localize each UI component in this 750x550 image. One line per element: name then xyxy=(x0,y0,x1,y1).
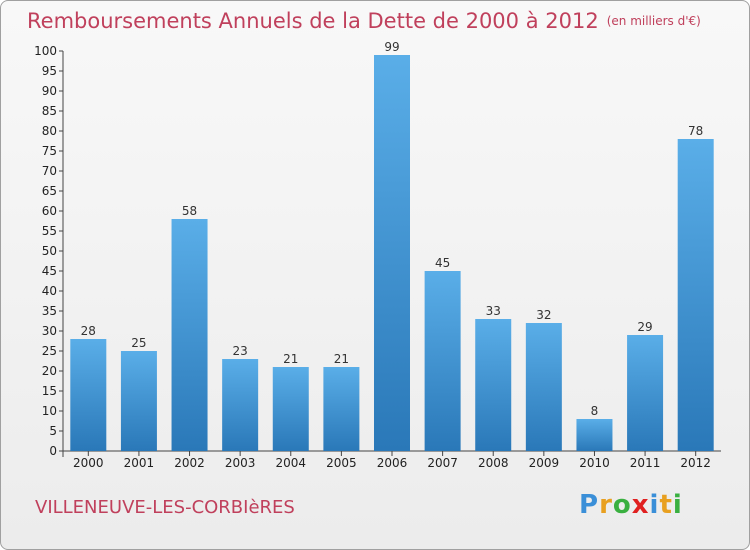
y-tick-label: 20 xyxy=(42,364,57,378)
chart-subtitle: (en milliers d'€) xyxy=(606,14,701,28)
y-tick-label: 45 xyxy=(42,264,57,278)
bar xyxy=(374,55,410,451)
data-label: 23 xyxy=(233,344,248,358)
y-tick-label: 25 xyxy=(42,344,57,358)
data-label: 32 xyxy=(536,308,551,322)
y-tick-label: 80 xyxy=(42,124,57,138)
y-tick-label: 75 xyxy=(42,144,57,158)
bar xyxy=(677,139,714,451)
bar xyxy=(171,219,208,451)
data-label: 28 xyxy=(81,324,96,338)
y-tick-label: 95 xyxy=(42,64,57,78)
y-tick-label: 50 xyxy=(42,244,57,258)
x-tick-label: 2010 xyxy=(579,456,610,470)
x-tick-label: 2001 xyxy=(124,456,155,470)
data-label: 99 xyxy=(384,40,399,54)
y-tick-label: 5 xyxy=(49,424,57,438)
x-tick-label: 2005 xyxy=(326,456,357,470)
bar xyxy=(525,323,562,451)
logo-letter: r xyxy=(599,490,613,520)
x-tick-label: 2003 xyxy=(225,456,256,470)
y-tick-label: 10 xyxy=(42,404,57,418)
chart-title-text: Remboursements Annuels de la Dette de 20… xyxy=(27,9,599,33)
data-label: 29 xyxy=(637,320,652,334)
proxiti-logo: Proxiti xyxy=(579,490,683,520)
data-label: 21 xyxy=(334,352,349,366)
data-label: 58 xyxy=(182,204,197,218)
y-tick-label: 0 xyxy=(49,444,57,458)
x-tick-label: 2009 xyxy=(529,456,560,470)
logo-letter: t xyxy=(659,490,673,520)
x-tick-label: 2011 xyxy=(630,456,661,470)
logo-letter: o xyxy=(612,490,632,520)
y-tick-label: 65 xyxy=(42,184,57,198)
y-tick-label: 30 xyxy=(42,324,57,338)
y-tick-label: 55 xyxy=(42,224,57,238)
data-label: 25 xyxy=(131,336,146,350)
y-tick-label: 85 xyxy=(42,104,57,118)
data-label: 78 xyxy=(688,124,703,138)
bar xyxy=(627,335,664,451)
data-label: 45 xyxy=(435,256,450,270)
bar xyxy=(424,271,461,451)
bar xyxy=(323,367,360,451)
bar xyxy=(475,319,512,451)
y-tick-label: 35 xyxy=(42,304,57,318)
commune-name: VILLENEUVE-LES-CORBIèRES xyxy=(35,497,295,518)
chart-title: Remboursements Annuels de la Dette de 20… xyxy=(27,9,701,33)
data-label: 8 xyxy=(591,404,599,418)
y-tick-label: 100 xyxy=(34,44,57,58)
bar xyxy=(70,339,107,451)
logo-letter: P xyxy=(579,490,600,520)
bar xyxy=(576,419,613,451)
x-tick-label: 2006 xyxy=(377,456,408,470)
x-tick-label: 2002 xyxy=(174,456,205,470)
x-tick-label: 2008 xyxy=(478,456,509,470)
x-tick-label: 2000 xyxy=(73,456,104,470)
data-label: 33 xyxy=(486,304,501,318)
x-tick-label: 2012 xyxy=(680,456,711,470)
y-tick-label: 70 xyxy=(42,164,57,178)
y-tick-label: 90 xyxy=(42,84,57,98)
y-tick-label: 60 xyxy=(42,204,57,218)
bar xyxy=(222,359,259,451)
y-tick-label: 40 xyxy=(42,284,57,298)
logo-letter: i xyxy=(672,490,683,520)
data-label: 21 xyxy=(283,352,298,366)
bar xyxy=(272,367,309,451)
logo-letter: x xyxy=(631,490,650,520)
bar xyxy=(120,351,157,451)
x-tick-label: 2004 xyxy=(275,456,306,470)
y-tick-label: 15 xyxy=(42,384,57,398)
x-tick-label: 2007 xyxy=(427,456,458,470)
logo-letter: i xyxy=(649,490,660,520)
